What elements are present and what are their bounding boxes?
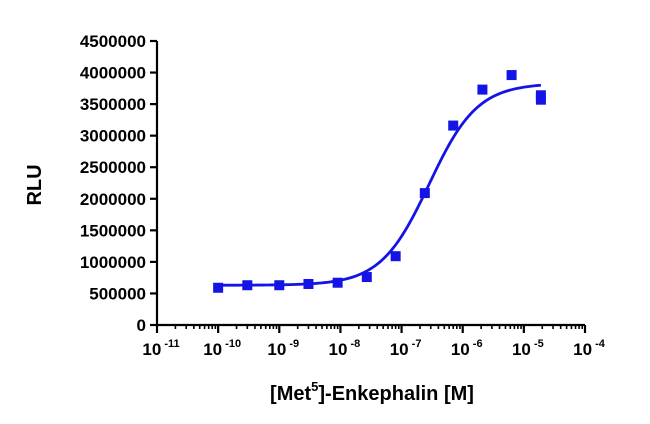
y-tick-label: 2500000 xyxy=(80,158,146,177)
fit-curve-layer xyxy=(218,83,542,287)
x-tick-exponent: -5 xyxy=(531,338,544,350)
x-tick-base: 10 xyxy=(573,340,592,359)
y-tick-label: 500000 xyxy=(89,284,146,303)
x-tick-label: 10 -6 xyxy=(451,338,483,359)
x-axis-title-part2: ]-Enkephalin [M] xyxy=(318,383,474,405)
x-tick-label: 10 -10 xyxy=(203,338,241,359)
x-tick-base: 10 xyxy=(267,340,286,359)
x-tick-exponent: -4 xyxy=(592,338,606,350)
y-tick-label: 4000000 xyxy=(80,64,146,83)
data-point-square xyxy=(332,277,343,288)
x-tick-exponent: -10 xyxy=(222,338,241,350)
x-tick-base: 10 xyxy=(329,340,348,359)
x-tick-exponent: -11 xyxy=(161,338,179,350)
data-point-square xyxy=(361,272,372,283)
y-tick-label: 3500000 xyxy=(80,95,146,114)
fit-curve-line xyxy=(218,83,542,287)
y-tick-label: 4500000 xyxy=(80,32,146,51)
x-tick-exponent: -8 xyxy=(347,338,360,350)
data-point-square xyxy=(242,280,253,291)
axes: 0 500000 1000000 1500000 2000000 2500000 30000… xyxy=(80,32,606,359)
data-point-square xyxy=(506,70,517,81)
y-tick-label: 3000000 xyxy=(80,127,146,146)
x-tick-label: 10 -11 xyxy=(142,338,179,359)
x-tick-label: 10 -7 xyxy=(390,338,422,359)
y-tick-label: 1000000 xyxy=(80,253,146,272)
x-tick-label: 10 -5 xyxy=(512,338,544,359)
x-tick-label: 10 -8 xyxy=(329,338,361,359)
x-tick-label: 10 -9 xyxy=(267,338,299,359)
data-point-square xyxy=(274,280,285,291)
data-point-square xyxy=(419,188,430,199)
x-axis-title-part1: [Met xyxy=(270,383,311,405)
x-tick-base: 10 xyxy=(451,340,470,359)
y-tick-label: 2000000 xyxy=(80,190,146,209)
x-axis-title: [Met5]-Enkephalin [M] xyxy=(270,379,474,405)
data-point-square xyxy=(390,251,401,262)
data-point-square xyxy=(535,94,546,105)
data-point-square xyxy=(448,120,459,131)
y-tick-label: 0 xyxy=(137,316,146,335)
x-tick-base: 10 xyxy=(203,340,222,359)
data-point-square xyxy=(477,84,488,95)
x-tick-exponent: -9 xyxy=(286,338,299,350)
data-points-layer xyxy=(213,70,546,293)
y-axis-title: RLU xyxy=(24,164,46,205)
x-axis-title-superscript: 5 xyxy=(311,379,318,394)
x-tick-exponent: -7 xyxy=(409,338,422,350)
data-point-square xyxy=(303,278,314,289)
x-tick-base: 10 xyxy=(142,340,161,359)
data-point-square xyxy=(213,282,224,293)
x-tick-base: 10 xyxy=(512,340,531,359)
x-tick-label: 10 -4 xyxy=(573,338,606,359)
x-tick-exponent: -6 xyxy=(470,338,483,350)
x-tick-base: 10 xyxy=(390,340,409,359)
y-tick-label: 1500000 xyxy=(80,221,146,240)
